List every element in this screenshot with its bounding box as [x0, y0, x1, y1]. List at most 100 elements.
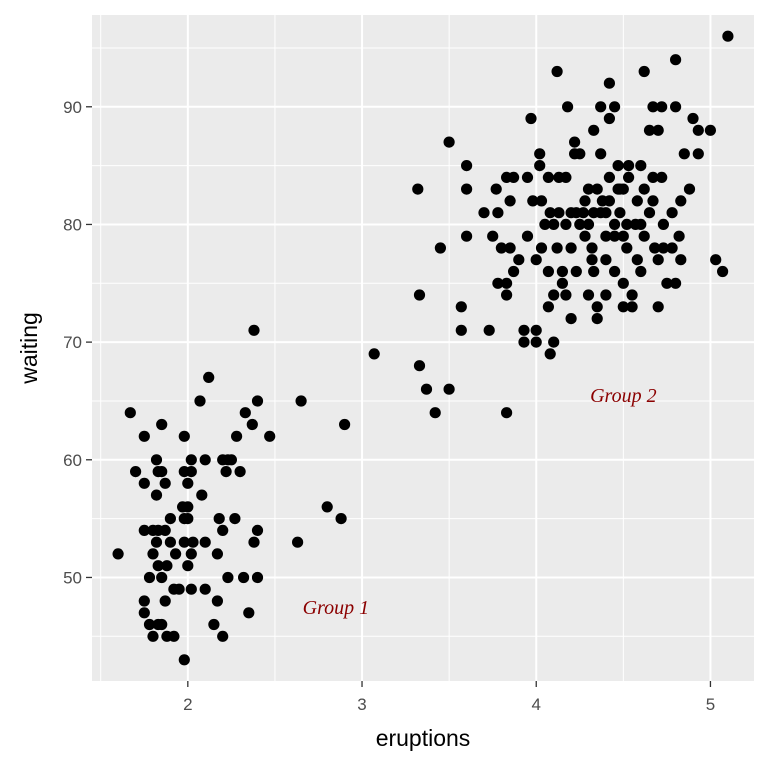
data-point: [614, 207, 626, 219]
data-point: [631, 254, 643, 266]
data-point: [570, 265, 582, 278]
plot-panel: [92, 15, 754, 681]
data-point: [434, 242, 446, 254]
data-point: [551, 65, 563, 78]
x-tick-label: 4: [532, 695, 541, 714]
data-point: [211, 548, 223, 560]
y-tick-label: 70: [63, 333, 82, 352]
data-point: [182, 477, 194, 489]
data-point: [161, 560, 173, 572]
data-point: [534, 160, 546, 172]
data-point: [600, 230, 612, 242]
data-point: [656, 101, 668, 113]
x-axis-ticks: 2 3 4 5: [183, 681, 715, 714]
data-point: [623, 160, 635, 172]
data-point: [521, 230, 534, 242]
data-point: [626, 301, 638, 313]
data-point: [199, 536, 211, 548]
data-point: [248, 536, 260, 548]
data-point: [521, 171, 534, 183]
data-point: [501, 277, 513, 289]
data-point: [492, 277, 504, 289]
data-point: [182, 513, 194, 525]
x-tick-label: 2: [183, 695, 192, 714]
data-point: [138, 430, 150, 442]
data-point: [173, 583, 185, 595]
data-point: [556, 265, 569, 278]
data-point: [185, 466, 197, 478]
data-point: [588, 265, 600, 278]
annotations: Group 1 Group 2: [303, 385, 657, 619]
data-point: [492, 207, 504, 219]
data-point: [156, 618, 168, 631]
data-point: [248, 324, 260, 336]
data-point: [495, 242, 507, 254]
data-point: [251, 524, 264, 537]
data-point: [717, 265, 729, 278]
data-point: [156, 571, 168, 584]
data-point: [525, 112, 537, 125]
data-point: [156, 466, 168, 478]
data-point: [124, 407, 136, 419]
data-point: [617, 230, 629, 242]
data-point: [635, 160, 647, 172]
data-point: [217, 630, 229, 642]
data-point: [661, 277, 673, 289]
data-point: [429, 407, 441, 419]
data-point: [670, 54, 682, 66]
data-point: [556, 277, 569, 289]
data-point: [295, 395, 307, 407]
data-point: [638, 183, 650, 195]
data-point: [542, 265, 555, 278]
x-tick-label: 5: [706, 695, 715, 714]
data-point: [595, 101, 607, 113]
data-point: [600, 289, 612, 301]
data-point: [586, 242, 598, 254]
major-gridlines: [92, 15, 754, 681]
data-point: [656, 171, 668, 183]
group-annotation: Group 1: [303, 597, 369, 619]
data-point: [623, 171, 635, 183]
data-point: [577, 207, 589, 219]
data-point: [647, 171, 659, 183]
data-point: [560, 218, 572, 230]
data-point: [617, 183, 629, 195]
data-point: [675, 195, 687, 207]
data-point: [631, 195, 643, 207]
data-point: [238, 571, 250, 584]
data-point: [544, 207, 556, 219]
data-point: [683, 183, 696, 195]
data-point: [138, 607, 150, 619]
data-point: [551, 242, 563, 254]
data-point: [159, 595, 171, 607]
data-point: [501, 407, 513, 419]
data-point: [156, 418, 168, 431]
data-point: [211, 595, 223, 607]
data-point: [591, 183, 603, 195]
data-point: [535, 242, 548, 254]
data-point: [182, 501, 194, 513]
y-tick-label: 80: [63, 215, 82, 234]
data-point: [412, 183, 424, 195]
data-point: [609, 218, 621, 230]
data-point: [591, 313, 603, 325]
data-point: [159, 524, 171, 537]
data-point: [647, 101, 659, 113]
data-point: [603, 77, 616, 89]
data-point: [638, 65, 650, 78]
data-point: [603, 171, 616, 183]
y-axis-ticks: 50 60 70 80 90: [63, 98, 92, 587]
data-point: [704, 124, 717, 136]
data-point: [178, 430, 190, 442]
data-point: [199, 583, 211, 595]
data-point: [657, 218, 670, 230]
data-point: [443, 383, 455, 395]
data-point: [687, 112, 699, 125]
data-point: [647, 195, 659, 207]
data-point: [579, 230, 591, 242]
data-point: [213, 513, 225, 525]
data-point: [535, 195, 548, 207]
data-point: [652, 124, 664, 136]
data-point: [548, 218, 560, 230]
data-point: [710, 254, 722, 266]
